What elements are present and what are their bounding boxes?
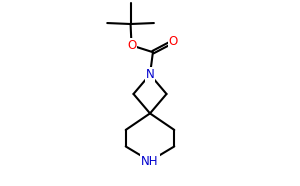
Text: NH: NH bbox=[141, 155, 159, 168]
Text: N: N bbox=[146, 68, 154, 81]
Text: O: O bbox=[127, 39, 136, 52]
Text: O: O bbox=[169, 35, 178, 48]
